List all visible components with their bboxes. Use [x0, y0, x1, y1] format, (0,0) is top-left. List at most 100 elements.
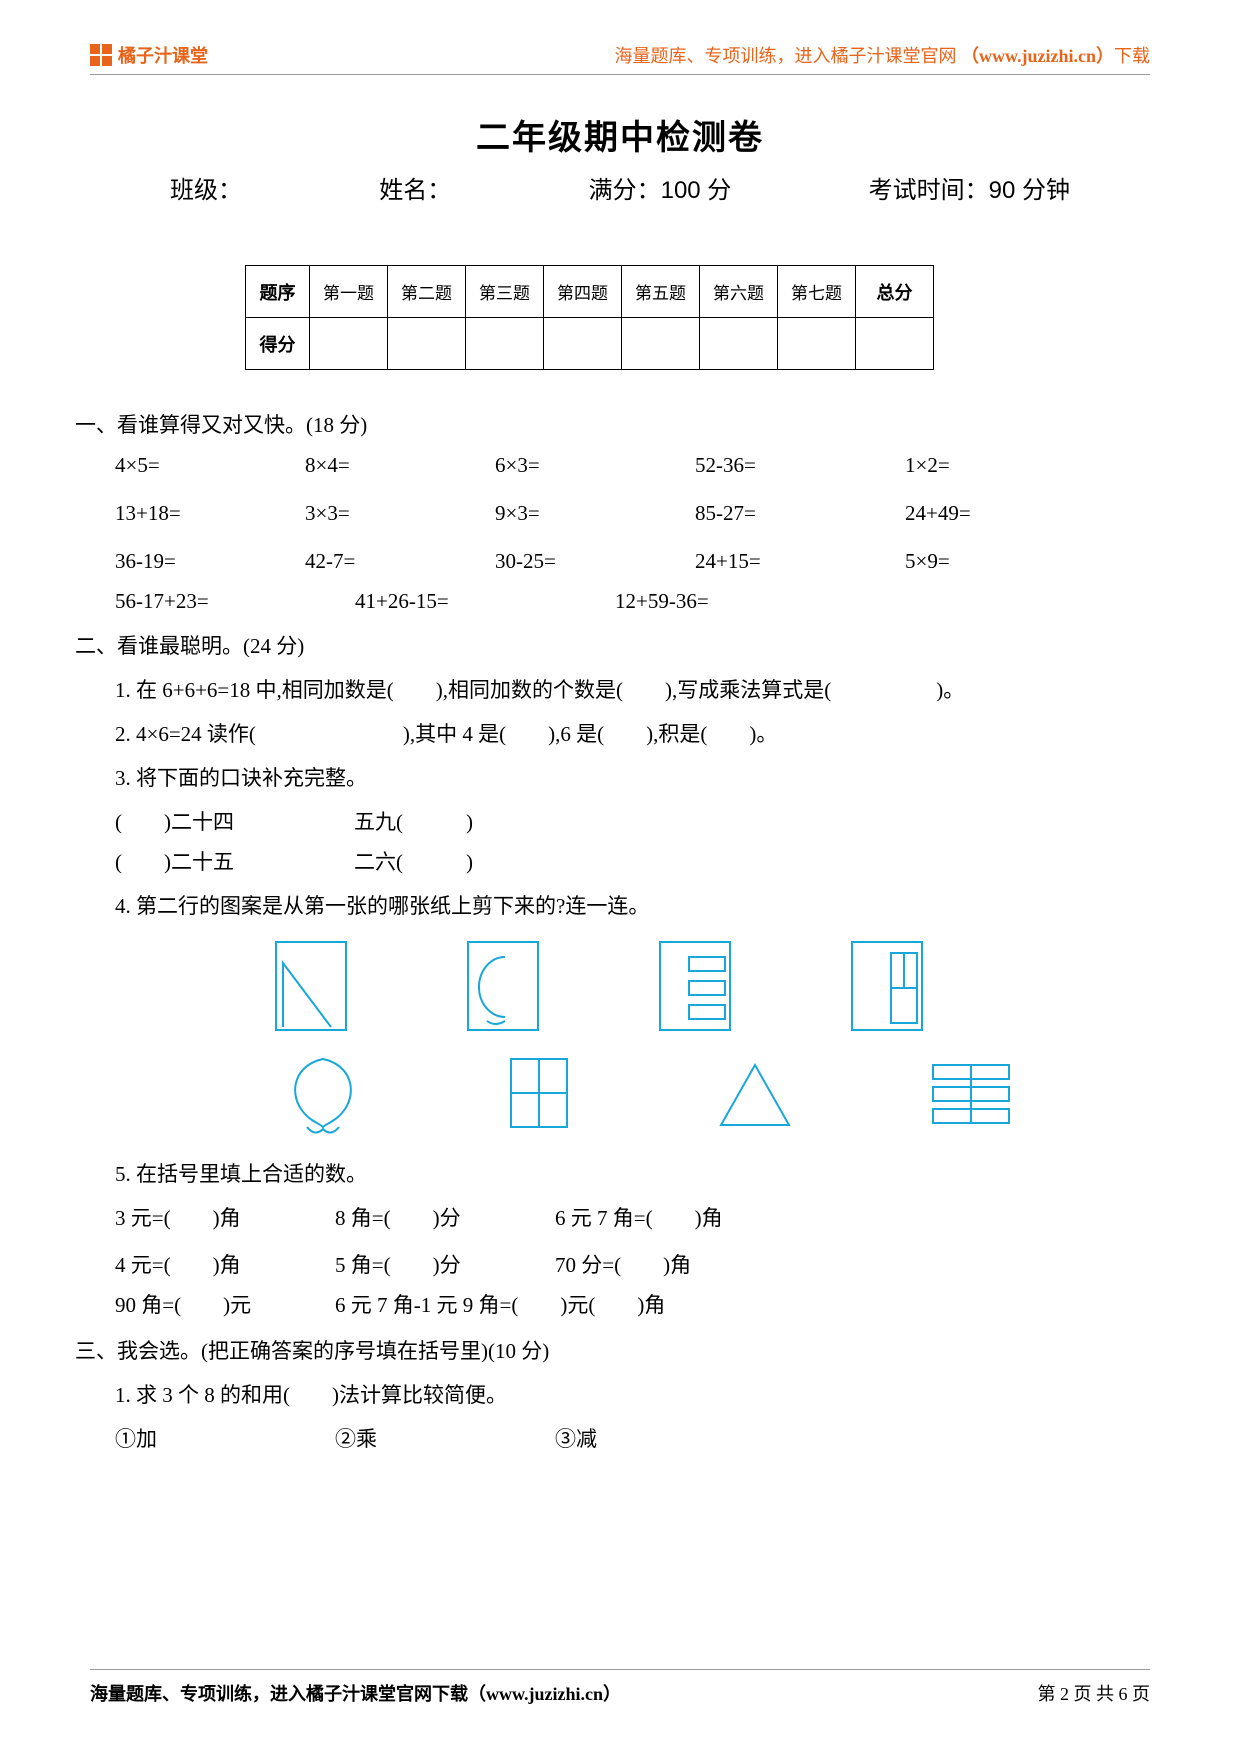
q2-3-head: 3. 将下面的口诀补充完整。: [115, 759, 1100, 799]
peach-icon: [275, 1045, 371, 1141]
page-footer: 海量题库、专项训练，进入橘子汁课堂官网下载（www.juzizhi.cn） 第 …: [90, 1669, 1150, 1706]
calc-cell: 30-25=: [495, 542, 695, 582]
score-cell: [622, 318, 700, 370]
table-row: 题序 第一题 第二题 第三题 第四题 第五题 第六题 第七题 总分: [246, 266, 934, 318]
col-1: 第一题: [310, 266, 388, 318]
col-7: 第七题: [778, 266, 856, 318]
money-cell: 3 元=( )角: [115, 1199, 335, 1239]
half-circle-icon: [469, 943, 541, 1033]
money-cell: 8 角=( )分: [335, 1199, 555, 1239]
fullscore-field: 满分：100 分: [589, 170, 732, 205]
q2-4-wrap: 4. 第二行的图案是从第一张的哪张纸上剪下来的?连一连。: [75, 887, 1100, 927]
section-1-head: 一、看谁算得又对又快。(18 分): [75, 406, 1100, 446]
blank-item: 五九( ): [354, 803, 473, 843]
wang-character-icon: [923, 1045, 1019, 1141]
paper-row: [75, 941, 1100, 1031]
money-cell: 4 元=( )角: [115, 1246, 335, 1286]
calc-cell: 1×2=: [905, 446, 1055, 486]
logo-icon: [90, 44, 112, 66]
header-right-suffix: 下载: [1114, 46, 1150, 66]
header-right-prefix: 海量题库、专项训练，进入橘子汁课堂官网: [615, 46, 962, 66]
col-4: 第四题: [544, 266, 622, 318]
page-header: 橘子汁课堂 海量题库、专项训练，进入橘子汁课堂官网 （www.juzizhi.c…: [90, 42, 1150, 75]
score-cell: [700, 318, 778, 370]
section-2-body: 1. 在 6+6+6=18 中,相同加数是( ),相同加数的个数是( ),写成乘…: [75, 671, 1100, 799]
paper-shape-4: [851, 941, 923, 1031]
page-title: 二年级期中检测卷: [0, 110, 1240, 159]
score-cell: [778, 318, 856, 370]
q3-1: 1. 求 3 个 8 的和用( )法计算比较简便。: [115, 1376, 1100, 1416]
door-panel-icon: [853, 943, 925, 1033]
calc-grid: 4×5= 8×4= 6×3= 52-36= 1×2= 13+18= 3×3= 9…: [75, 446, 1100, 582]
footer-left: 海量题库、专项训练，进入橘子汁课堂官网下载（www.juzizhi.cn）: [90, 1680, 621, 1706]
calc-cell: 3×3=: [305, 494, 495, 534]
calc-cell: 56-17+23=: [115, 582, 355, 622]
three-bars-icon: [661, 943, 733, 1033]
money-cell: 70 分=( )角: [555, 1246, 875, 1286]
blank-item: ( )二十五: [115, 843, 234, 883]
total-label: 总分: [856, 266, 934, 318]
row1-label: 题序: [246, 266, 310, 318]
calc-cell: 85-27=: [695, 494, 905, 534]
calc-cell: 6×3=: [495, 446, 695, 486]
score-cell: [466, 318, 544, 370]
col-6: 第六题: [700, 266, 778, 318]
calc-cell: 13+18=: [115, 494, 305, 534]
calc-cell: 12+59-36=: [615, 582, 875, 622]
money-grid: 3 元=( )角 8 角=( )分 6 元 7 角=( )角 4 元=( )角 …: [75, 1199, 1100, 1287]
calc-cell: 36-19=: [115, 542, 305, 582]
q2-5-wrap: 5. 在括号里填上合适的数。: [75, 1155, 1100, 1195]
money-cell: 5 角=( )分: [335, 1246, 555, 1286]
table-row: 得分: [246, 318, 934, 370]
calc-cell: 42-7=: [305, 542, 495, 582]
q2-1: 1. 在 6+6+6=18 中,相同加数是( ),相同加数的个数是( ),写成乘…: [115, 671, 1100, 711]
logo-block: 橘子汁课堂: [90, 42, 208, 68]
col-5: 第五题: [622, 266, 700, 318]
calc-cell: 24+15=: [695, 542, 905, 582]
q2-5-head: 5. 在括号里填上合适的数。: [115, 1155, 1100, 1195]
header-right: 海量题库、专项训练，进入橘子汁课堂官网 （www.juzizhi.cn）下载: [615, 42, 1151, 68]
paper-shape-2: [467, 941, 539, 1031]
section-2-head: 二、看谁最聪明。(24 分): [75, 627, 1100, 667]
score-table: 题序 第一题 第二题 第三题 第四题 第五题 第六题 第七题 总分 得分: [245, 265, 934, 370]
blank-item: ( )二十四: [115, 803, 234, 843]
blanks-row-2: ( )二十五 二六( ): [75, 843, 1100, 883]
blank-item: 二六( ): [354, 843, 473, 883]
score-cell: [544, 318, 622, 370]
calc-cell: 8×4=: [305, 446, 495, 486]
option-row: ①加 ②乘 ③减: [75, 1420, 1100, 1460]
paper-shape-3: [659, 941, 731, 1031]
header-right-url: （www.juzizhi.cn）: [961, 46, 1114, 66]
calc-cell: 41+26-15=: [355, 582, 615, 622]
section-3-head: 三、我会选。(把正确答案的序号填在括号里)(10 分): [75, 1332, 1100, 1372]
blanks-row-1: ( )二十四 五九( ): [75, 803, 1100, 843]
content-body: 一、看谁算得又对又快。(18 分) 4×5= 8×4= 6×3= 52-36= …: [75, 400, 1100, 1460]
paper-shape-1: [275, 941, 347, 1031]
money-cell: 90 角=( )元: [115, 1286, 335, 1326]
row2-label: 得分: [246, 318, 310, 370]
q2-4-head: 4. 第二行的图案是从第一张的哪张纸上剪下来的?连一连。: [115, 887, 1100, 927]
option-2: ②乘: [335, 1420, 555, 1460]
class-field: 班级：: [170, 170, 242, 205]
col-2: 第二题: [388, 266, 466, 318]
triangle-icon: [707, 1045, 803, 1141]
meta-line: 班级： 姓名： 满分：100 分 考试时间：90 分钟: [170, 170, 1070, 205]
calc-grid-last: 56-17+23= 41+26-15= 12+59-36=: [75, 582, 1100, 622]
col-3: 第三题: [466, 266, 544, 318]
calc-cell: 5×9=: [905, 542, 1055, 582]
option-1: ①加: [115, 1420, 335, 1460]
money-grid-last: 90 角=( )元 6 元 7 角-1 元 9 角=( )元( )角: [75, 1286, 1100, 1326]
cutout-row: [75, 1045, 1100, 1141]
money-cell: 6 元 7 角-1 元 9 角=( )元( )角: [335, 1286, 855, 1326]
logo-text: 橘子汁课堂: [118, 42, 208, 68]
name-field: 姓名：: [379, 170, 451, 205]
calc-cell: 4×5=: [115, 446, 305, 486]
footer-right: 第 2 页 共 6 页: [1038, 1680, 1151, 1706]
examtime-field: 考试时间：90 分钟: [869, 170, 1070, 205]
section-3-body: 1. 求 3 个 8 的和用( )法计算比较简便。: [75, 1376, 1100, 1416]
cutout-shape-2: [491, 1045, 587, 1141]
score-cell: [310, 318, 388, 370]
score-cell: [388, 318, 466, 370]
score-cell: [856, 318, 934, 370]
cutout-shape-4: [923, 1045, 1019, 1141]
